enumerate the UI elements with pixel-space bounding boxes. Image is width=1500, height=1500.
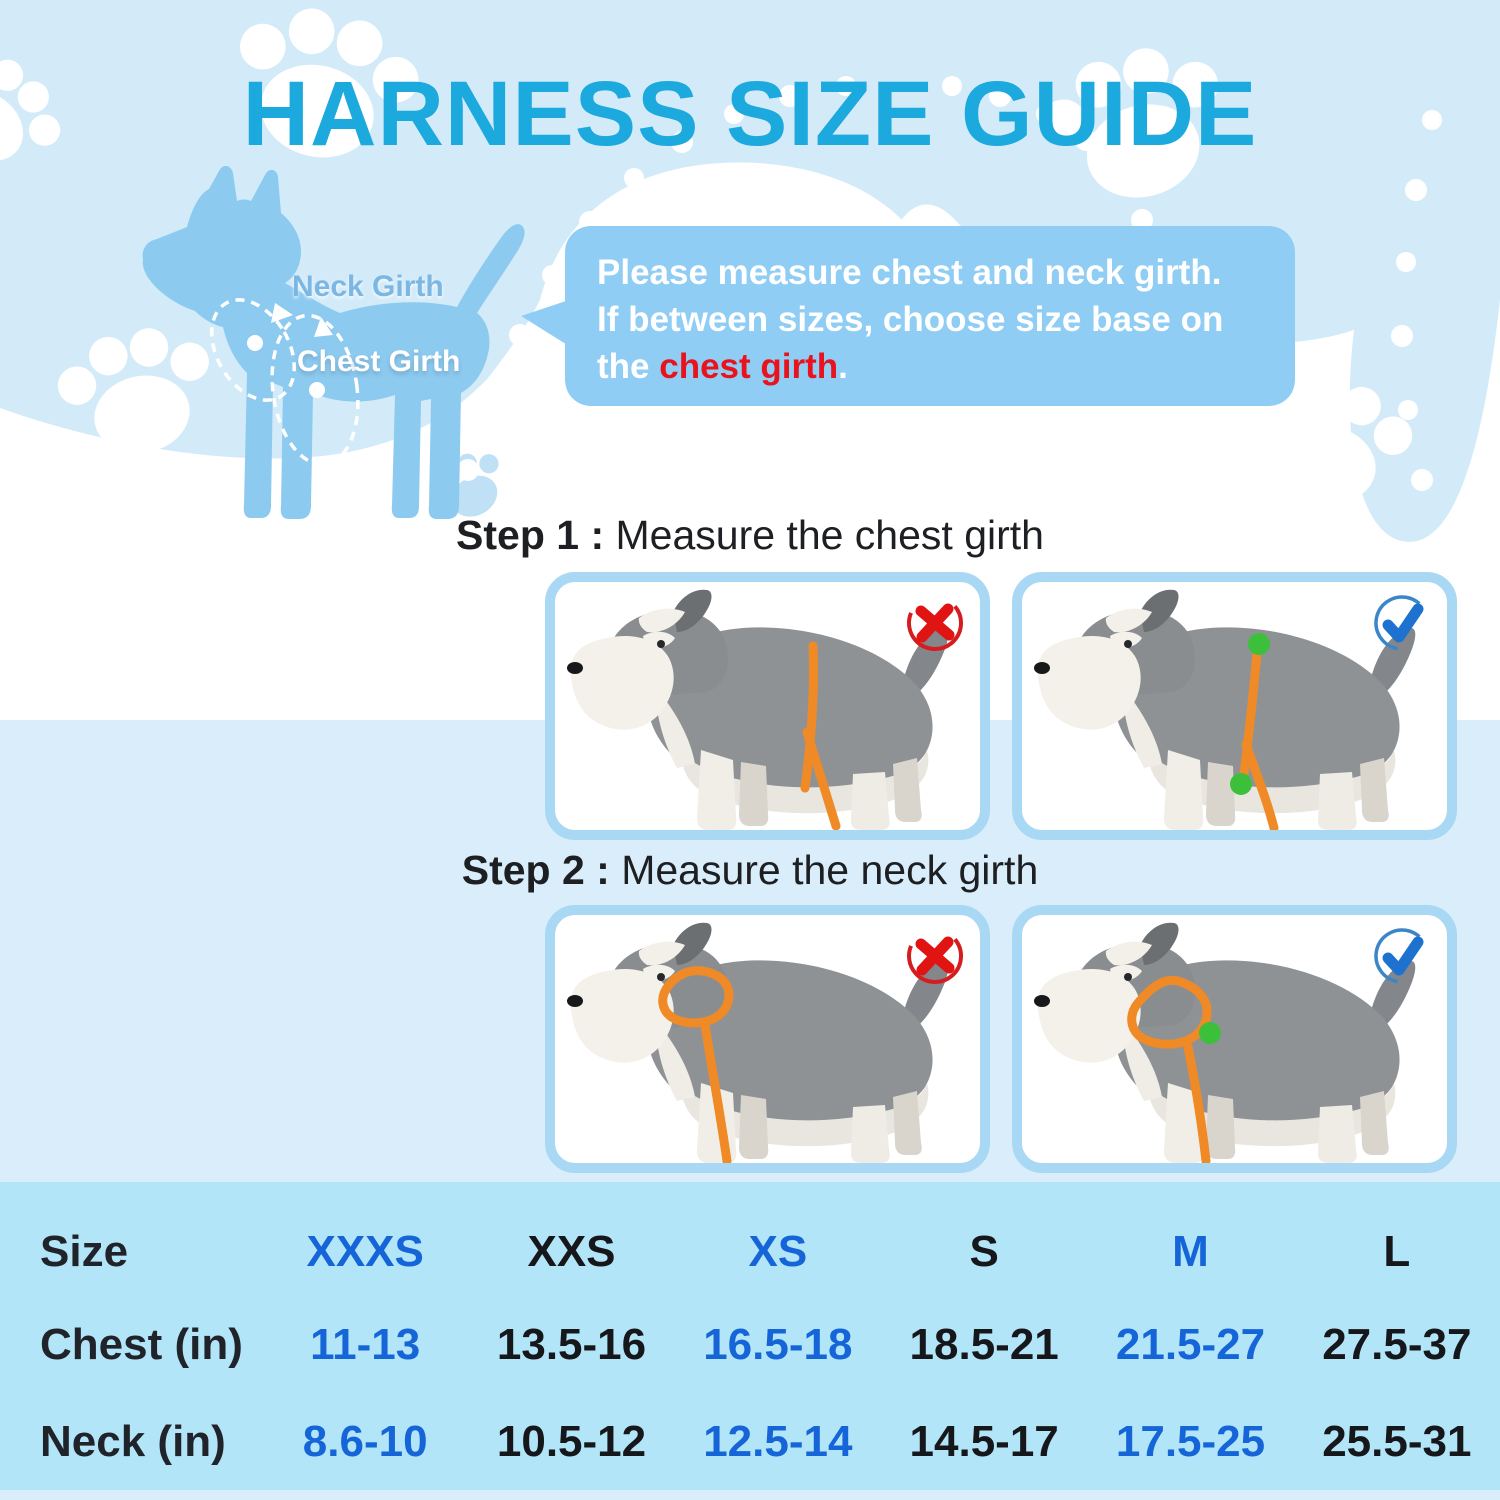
table-row-neck: Neck (in) 8.6-10 10.5-12 12.5-14 14.5-17… xyxy=(0,1406,1500,1478)
row-label: Neck (in) xyxy=(40,1417,226,1466)
measure-point-marker xyxy=(1199,1022,1221,1044)
chest-girth-highlight: chest girth xyxy=(659,346,839,386)
neck-cell: 17.5-25 xyxy=(1115,1417,1266,1466)
step-2-heading: Step 2 : Measure the neck girth xyxy=(461,847,1039,893)
plush-dog-photo xyxy=(1034,922,1416,1163)
row-label: Size xyxy=(40,1227,129,1276)
x-mark-icon xyxy=(902,590,968,656)
chest-cell: 18.5-21 xyxy=(909,1320,1059,1369)
plush-dog-photo xyxy=(567,589,949,830)
chest-measure-dot xyxy=(309,382,325,398)
row-label: Chest (in) xyxy=(40,1320,243,1369)
table-section-background xyxy=(0,1182,1500,1490)
neck-cell: 10.5-12 xyxy=(496,1417,647,1466)
dotted-trail xyxy=(942,76,1442,504)
table-row-size: Size XXXS XXS XS S M L xyxy=(0,1216,1500,1288)
neck-measure-dot xyxy=(247,335,263,351)
chihuahua-silhouette xyxy=(142,165,525,519)
plush-dog-photo xyxy=(1034,589,1416,830)
bubble-line-1: Please measure chest and neck girth. xyxy=(597,253,1222,292)
page-title: HARNESS SIZE GUIDE xyxy=(242,63,1258,165)
plush-dog-photo xyxy=(567,922,949,1163)
size-cell: XXS xyxy=(527,1227,616,1276)
size-cell: S xyxy=(969,1227,999,1276)
speech-bubble-tail xyxy=(521,300,569,346)
neck-cell: 14.5-17 xyxy=(909,1417,1059,1466)
neck-girth-label: Neck Girth xyxy=(292,270,444,303)
chest-arrow-icon xyxy=(314,317,333,337)
bubble-line-3: the chest girth. xyxy=(597,346,848,386)
x-mark-icon xyxy=(902,923,968,989)
neck-cell: 8.6-10 xyxy=(302,1417,428,1466)
chest-cell: 13.5-16 xyxy=(496,1320,647,1369)
neck-cell: 25.5-31 xyxy=(1322,1417,1472,1466)
measuring-tape xyxy=(1237,635,1279,830)
table-row-chest: Chest (in) 11-13 13.5-16 16.5-18 18.5-21… xyxy=(0,1309,1500,1381)
neck-arrow-icon xyxy=(271,303,293,323)
chest-cell: 27.5-37 xyxy=(1322,1320,1472,1369)
measuring-tape xyxy=(658,966,734,1163)
neck-girth-ellipse xyxy=(210,298,296,402)
size-cell: M xyxy=(1172,1227,1209,1276)
measuring-tape xyxy=(1127,975,1212,1163)
bottom-strip xyxy=(0,1490,1500,1500)
chest-cell: 16.5-18 xyxy=(703,1320,853,1369)
chest-girth-ellipse xyxy=(270,313,360,467)
measure-point-markers xyxy=(1230,633,1270,795)
size-cell: XXXS xyxy=(306,1227,424,1276)
photo-card-step2-correct xyxy=(1012,905,1457,1173)
photo-card-step1-wrong xyxy=(545,572,990,840)
step-1-heading: Step 1 : Measure the chest girth xyxy=(456,512,1044,558)
neck-cell: 12.5-14 xyxy=(703,1417,853,1466)
measuring-tape xyxy=(800,641,841,830)
dog-silhouette-diagram xyxy=(142,165,525,519)
size-cell: XS xyxy=(748,1227,808,1276)
check-mark-icon xyxy=(1369,923,1435,989)
photo-card-step2-wrong xyxy=(545,905,990,1173)
speech-bubble: Please measure chest and neck girth. If … xyxy=(521,226,1295,406)
bubble-line-2: If between sizes, choose size base on xyxy=(597,299,1224,339)
size-cell: L xyxy=(1383,1227,1411,1276)
chest-girth-label: Chest Girth xyxy=(297,345,461,378)
check-mark-icon xyxy=(1369,590,1435,656)
chest-cell: 21.5-27 xyxy=(1115,1320,1266,1369)
chest-cell: 11-13 xyxy=(310,1320,421,1369)
photo-card-step1-correct xyxy=(1012,572,1457,840)
